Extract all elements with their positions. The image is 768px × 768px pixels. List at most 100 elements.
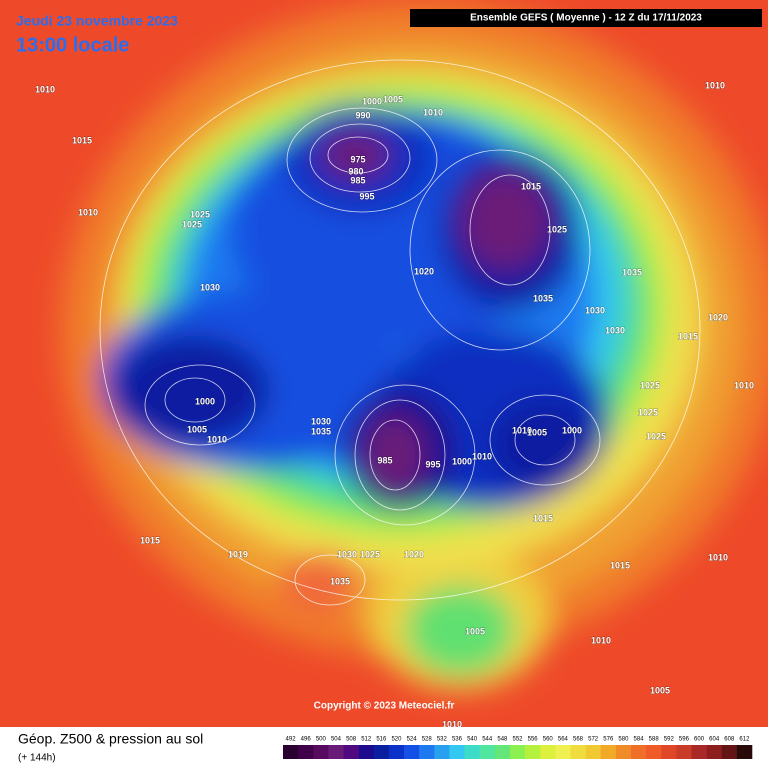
scale-label: 492 [286, 737, 297, 743]
scale-swatch [706, 745, 723, 759]
scale-label: 608 [724, 737, 735, 743]
scale-label: 536 [452, 737, 463, 743]
isobar-label: 1035 [311, 426, 331, 436]
scale-label: 504 [331, 737, 342, 743]
scale-label: 500 [316, 737, 327, 743]
isobar-label: 1025 [638, 407, 658, 417]
local-time: 13:00 locale [16, 34, 129, 56]
isobar-label: 1025 [640, 380, 660, 390]
scale-swatch [570, 745, 586, 759]
isobar-label: 1030 [200, 282, 220, 292]
scale-label: 524 [407, 737, 418, 743]
scale-label: 512 [361, 737, 372, 743]
isobar-label: 1005 [187, 424, 207, 434]
footer-title: Géop. Z500 & pression au sol [18, 731, 203, 747]
scale-swatch [328, 745, 344, 759]
isobar-label: 1010 [734, 380, 754, 390]
isobar-label: 995 [425, 459, 440, 469]
scale-label: 496 [301, 737, 312, 743]
scale-swatch [721, 745, 738, 759]
scale-label: 580 [618, 737, 629, 743]
isobar-label: 1010 [35, 84, 55, 94]
isobar-label: 1010 [591, 635, 611, 645]
scale-swatch [449, 745, 465, 759]
isobar-label: 1000 [362, 96, 382, 106]
isobar-label: 1015 [140, 535, 160, 545]
scale-label: 576 [603, 737, 614, 743]
scale-label: 572 [588, 737, 599, 743]
scale-label: 556 [528, 737, 539, 743]
copyright: Copyright © 2023 Meteociel.fr [314, 701, 455, 712]
isobar-label: 1010 [423, 107, 443, 117]
isobar-label: 985 [350, 175, 365, 185]
scale-swatch [646, 745, 662, 759]
scale-swatch [388, 745, 405, 759]
scale-swatch [358, 745, 375, 759]
lead-time: (+ 144h) [18, 753, 56, 764]
isobar-label: 1015 [610, 560, 630, 570]
scale-swatch [509, 745, 526, 759]
scale-swatch [630, 745, 647, 759]
isobar-label: 990 [355, 110, 370, 120]
isobar-label: 1000 [452, 456, 472, 466]
scale-label: 568 [573, 737, 584, 743]
isobar-labels: 1010101510101005100099097598098599510101… [34, 80, 754, 729]
scale-swatch [404, 745, 420, 759]
scale-label: 588 [649, 737, 660, 743]
scale-label: 604 [709, 737, 720, 743]
isobar-label: 1015 [72, 135, 92, 145]
isobar-label: 1015 [521, 181, 541, 191]
isobar-label: 1030 [585, 305, 605, 315]
scale-swatch [419, 745, 435, 759]
scale-swatch [464, 745, 480, 759]
isobar-label: 1025 [190, 209, 210, 219]
scale-label: 528 [422, 737, 433, 743]
scale-label: 592 [664, 737, 675, 743]
isobar-label: 1030 [311, 416, 331, 426]
scale-swatch [313, 745, 329, 759]
date: Jeudi 23 novembre 2023 [16, 13, 178, 29]
scale-swatch [676, 745, 692, 759]
isobar-label: 1019 [228, 549, 248, 559]
scale-swatch [434, 745, 450, 759]
isobar-label: 1025 [182, 219, 202, 229]
scale-swatch [691, 745, 707, 759]
scale-label: 520 [391, 737, 402, 743]
isobar-label: 1025 [547, 224, 567, 234]
isobar-label: 1030 [337, 549, 357, 559]
isobar-label: 1010 [472, 451, 492, 461]
scale-swatch [555, 745, 571, 759]
scale-swatch [615, 745, 632, 759]
isobar-label: 1010 [442, 719, 462, 729]
scale-label: 540 [467, 737, 478, 743]
run-box [410, 9, 762, 27]
scale-label: 612 [739, 737, 750, 743]
scale-label: 516 [376, 737, 387, 743]
scale-swatch [661, 745, 677, 759]
scale-swatch [585, 745, 602, 759]
scale-swatch [479, 745, 496, 759]
isobar-label: 995 [359, 191, 374, 201]
isobar-label: 1020 [404, 549, 424, 559]
isobar-label: 1005 [527, 427, 547, 437]
isobar-label: 980 [348, 166, 363, 176]
isobar-label: 1005 [465, 626, 485, 636]
run-info: Ensemble GEFS ( Moyenne ) - 12 Z du 17/1… [470, 13, 702, 24]
scale-label: 600 [694, 737, 705, 743]
scale-swatch [283, 745, 299, 759]
isobar-label: 1035 [622, 267, 642, 277]
isobar-label: 1005 [383, 94, 403, 104]
isobar-label: 1000 [562, 425, 582, 435]
isobar-label: 1020 [414, 266, 434, 276]
scale-label: 564 [558, 737, 569, 743]
scale-label: 584 [634, 737, 645, 743]
isobar-label: 975 [350, 154, 365, 164]
scale-label: 596 [679, 737, 690, 743]
scale-swatch [525, 745, 541, 759]
isobar-label: 1010 [708, 552, 728, 562]
isobar-label: 985 [377, 455, 392, 465]
isobar-label: 1010 [512, 425, 532, 435]
isobar-label: 1025 [360, 549, 380, 559]
isobar-label: 1020 [708, 312, 728, 322]
isobar-label: 1025 [646, 431, 666, 441]
